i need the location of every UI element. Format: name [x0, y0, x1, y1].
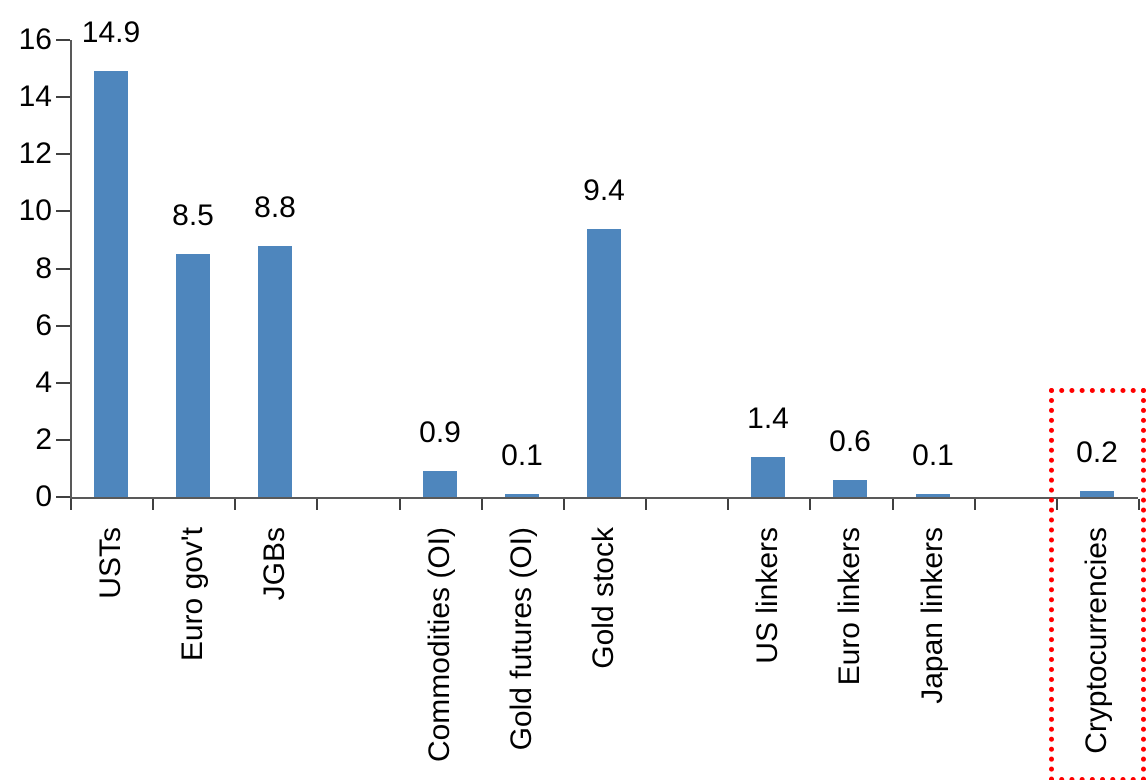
- bar-value-label-gold-futures-oi: 0.1: [501, 439, 543, 472]
- category-label-japan-linkers: Japan linkers: [916, 527, 949, 704]
- x-axis-tick: [1138, 499, 1140, 510]
- category-label-euro-gov-t: Euro gov't: [176, 527, 209, 662]
- bar-value-label-gold-stock: 9.4: [583, 174, 625, 207]
- bar-value-label-japan-linkers: 0.1: [912, 439, 954, 472]
- y-tick-label: 16: [18, 23, 52, 56]
- bar-value-label-euro-linkers: 0.6: [829, 425, 871, 458]
- x-axis-tick: [481, 499, 483, 510]
- bar-us-linkers: [751, 457, 785, 497]
- y-tick-label: 2: [35, 423, 52, 456]
- x-axis-tick: [1056, 499, 1058, 510]
- y-tick-label: 6: [35, 309, 52, 342]
- x-axis-tick: [645, 499, 647, 510]
- category-label-us-linkers: US linkers: [751, 527, 784, 664]
- y-axis-tick: [56, 268, 70, 270]
- x-axis-tick: [974, 499, 976, 510]
- y-tick-label: 4: [35, 366, 52, 399]
- x-axis-line: [70, 497, 1138, 499]
- x-axis-tick: [892, 499, 894, 510]
- x-axis-tick: [152, 499, 154, 510]
- highlight-box-cryptocurrencies: [1049, 388, 1146, 780]
- y-tick-label: 10: [18, 194, 52, 227]
- bar-value-label-usts: 14.9: [81, 16, 141, 49]
- y-tick-label: 8: [35, 252, 52, 285]
- bar-euro-gov-t: [176, 254, 210, 497]
- bar-usts: [94, 71, 128, 497]
- y-axis-tick: [56, 439, 70, 441]
- bar-japan-linkers: [916, 494, 950, 497]
- bar-value-label-commodities-oi: 0.9: [419, 416, 461, 449]
- bar-commodities-oi: [423, 471, 457, 497]
- y-tick-label: 0: [35, 480, 52, 513]
- y-tick-label: 12: [18, 137, 52, 170]
- bar-jgbs: [258, 246, 292, 497]
- category-label-usts: USTs: [94, 527, 127, 599]
- category-label-jgbs: JGBs: [258, 527, 291, 601]
- y-axis-line: [70, 40, 72, 499]
- y-axis-tick: [56, 382, 70, 384]
- x-axis-tick: [563, 499, 565, 510]
- category-label-commodities-oi: Commodities (OI): [423, 527, 456, 763]
- y-axis-tick: [56, 39, 70, 41]
- x-axis-tick: [727, 499, 729, 510]
- bar-gold-stock: [587, 229, 621, 497]
- category-label-gold-futures-oi: Gold futures (OI): [505, 527, 538, 751]
- y-axis-tick: [56, 325, 70, 327]
- bar-cryptocurrencies: [1080, 491, 1114, 497]
- bar-value-label-cryptocurrencies: 0.2: [1076, 436, 1118, 469]
- x-axis-tick: [70, 499, 72, 510]
- x-axis-tick: [399, 499, 401, 510]
- y-axis-tick: [56, 496, 70, 498]
- x-axis-tick: [234, 499, 236, 510]
- y-axis-tick: [56, 153, 70, 155]
- bar-euro-linkers: [833, 480, 867, 497]
- bar-value-label-jgbs: 8.8: [254, 191, 296, 224]
- bar-gold-futures-oi: [505, 494, 539, 497]
- y-axis-tick: [56, 210, 70, 212]
- bar-value-label-us-linkers: 1.4: [747, 402, 789, 435]
- bar-value-label-euro-gov-t: 8.5: [172, 199, 214, 232]
- category-label-euro-linkers: Euro linkers: [833, 527, 866, 686]
- y-axis-tick: [56, 96, 70, 98]
- y-tick-label: 14: [18, 80, 52, 113]
- x-axis-tick: [316, 499, 318, 510]
- x-axis-tick: [809, 499, 811, 510]
- category-label-gold-stock: Gold stock: [587, 527, 620, 669]
